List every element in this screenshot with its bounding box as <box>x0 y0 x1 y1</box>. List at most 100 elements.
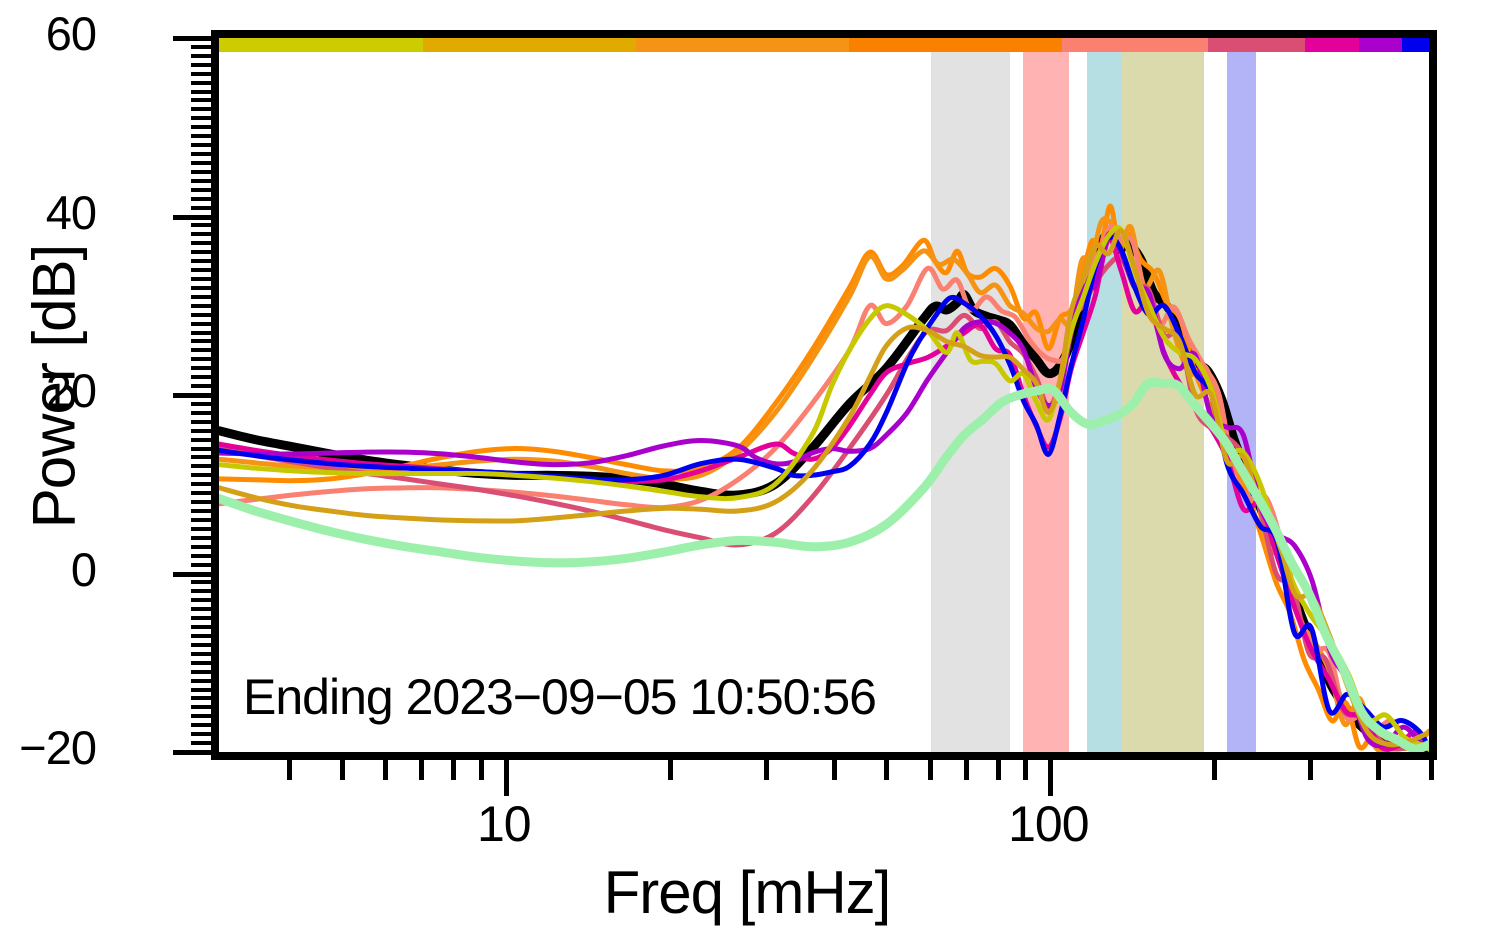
x-tick-minor <box>287 760 293 780</box>
band-periwinkle <box>1227 38 1257 752</box>
y-tick-minor <box>191 401 211 406</box>
x-tick-minor <box>963 760 969 780</box>
x-axis-label: Freq [mHz] <box>603 859 892 926</box>
x-tick-minor <box>1429 760 1434 780</box>
axis-frame-left <box>211 30 219 760</box>
y-tick-minor <box>191 134 211 139</box>
ending-timestamp-annotation: Ending 2023−09−05 10:50:56 <box>243 669 877 725</box>
y-tick-minor <box>191 348 211 353</box>
y-tick-minor <box>191 509 211 514</box>
y-tick-label: 60 <box>45 7 97 60</box>
colorbar-segment-0 <box>219 38 424 52</box>
y-tick-minor <box>191 71 211 76</box>
colorbar-segment-5 <box>1207 38 1306 52</box>
y-tick-minor <box>191 62 211 67</box>
x-tick-major <box>503 760 509 796</box>
y-tick-minor <box>191 80 211 85</box>
colorbar-segment-4 <box>1062 38 1209 52</box>
y-tick-minor <box>191 259 211 264</box>
y-tick-minor <box>191 642 211 647</box>
y-tick-minor <box>191 276 211 281</box>
y-tick-minor <box>191 98 211 103</box>
y-tick-minor <box>191 53 211 58</box>
y-tick-minor <box>191 491 211 496</box>
axis-frame-bottom <box>211 752 1437 760</box>
y-tick-minor <box>191 375 211 380</box>
x-tick-minor <box>1376 760 1382 780</box>
y-tick-major <box>173 571 211 577</box>
x-tick-minor <box>884 760 890 780</box>
x-tick-minor <box>339 760 345 780</box>
y-tick-minor <box>191 44 211 49</box>
axis-frame-right <box>1429 30 1437 760</box>
axis-frame-top <box>211 30 1437 38</box>
y-tick-major <box>173 214 211 220</box>
colorbar-segment-8 <box>1401 38 1430 52</box>
y-tick-minor <box>191 464 211 469</box>
y-tick-minor <box>191 598 211 603</box>
y-tick-minor <box>191 705 211 710</box>
x-tick-major <box>1048 760 1054 796</box>
y-tick-minor <box>191 178 211 183</box>
y-tick-minor <box>191 152 211 157</box>
y-tick-minor <box>191 625 211 630</box>
y-tick-minor <box>191 160 211 165</box>
x-tick-minor <box>1308 760 1314 780</box>
data-curves <box>219 203 1429 752</box>
y-tick-label: 40 <box>45 185 97 239</box>
y-tick-minor <box>191 660 211 665</box>
y-tick-minor <box>191 187 211 192</box>
y-tick-minor <box>191 696 211 701</box>
y-tick-minor <box>191 616 211 621</box>
y-tick-major <box>173 393 211 398</box>
time-colorbar <box>219 38 1437 52</box>
y-tick-minor <box>191 366 211 371</box>
y-tick-minor <box>191 205 211 210</box>
y-tick-minor <box>191 732 211 737</box>
x-tick-label: 10 <box>476 796 532 852</box>
y-tick-minor <box>191 339 211 344</box>
y-tick-minor <box>191 580 211 585</box>
y-tick-minor <box>191 544 211 549</box>
y-tick-minor <box>191 687 211 692</box>
y-tick-label: −20 <box>19 721 97 774</box>
x-tick-minor <box>667 760 673 780</box>
y-tick-minor <box>191 196 211 201</box>
x-tick-minor <box>1023 760 1029 780</box>
y-tick-minor <box>191 89 211 94</box>
y-tick-minor <box>191 268 211 273</box>
y-tick-minor <box>191 535 211 540</box>
y-tick-minor <box>191 330 211 335</box>
x-tick-label: 100 <box>1008 796 1089 852</box>
plot-area <box>219 38 1429 752</box>
y-tick-minor <box>191 741 211 746</box>
y-tick-minor <box>191 223 211 228</box>
x-tick-minor <box>927 760 933 780</box>
y-tick-minor <box>191 384 211 389</box>
colorbar-segment-1 <box>422 38 638 52</box>
colorbar-segment-6 <box>1305 38 1361 52</box>
x-tick-minor <box>831 760 837 780</box>
y-tick-minor <box>191 473 211 478</box>
y-tick-minor <box>191 723 211 728</box>
x-tick-minor <box>763 760 769 780</box>
y-tick-minor <box>191 526 211 531</box>
x-tick-minor <box>1212 760 1218 780</box>
y-tick-minor <box>191 294 211 299</box>
y-tick-minor <box>191 446 211 451</box>
y-tick-minor <box>191 669 211 674</box>
y-tick-minor <box>191 428 211 433</box>
y-tick-minor <box>191 321 211 326</box>
y-tick-minor <box>191 125 211 130</box>
y-tick-minor <box>191 312 211 317</box>
x-tick-minor <box>450 760 456 780</box>
y-tick-minor <box>191 285 211 290</box>
y-tick-minor <box>191 410 211 415</box>
trace-lightgreen <box>219 377 1429 752</box>
y-tick-minor <box>191 143 211 148</box>
y-tick-minor <box>191 241 211 246</box>
y-tick-minor <box>191 562 211 567</box>
y-tick-minor <box>191 553 211 558</box>
y-tick-minor <box>191 633 211 638</box>
